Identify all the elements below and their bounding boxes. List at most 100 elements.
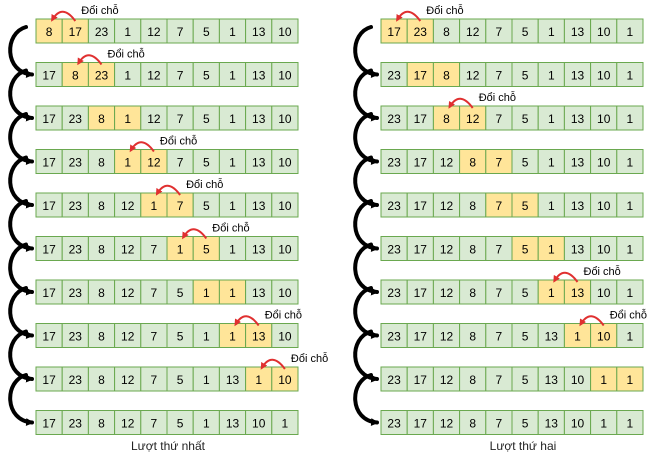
array-cell — [192, 410, 220, 435]
swap-arrow — [553, 271, 579, 283]
array-cell — [380, 192, 408, 218]
cell-value: 1 — [229, 199, 236, 213]
cell-value: 8 — [98, 286, 105, 300]
array-cell — [485, 18, 513, 44]
array-cell — [380, 236, 408, 261]
cell-value: 23 — [69, 156, 83, 170]
array-cell — [590, 279, 618, 305]
cell-value: 5 — [522, 243, 529, 257]
cell-value: 12 — [440, 417, 454, 431]
cell-value: 13 — [571, 156, 585, 170]
array-cell-compared — [61, 18, 89, 44]
array-cell — [511, 149, 539, 174]
cell-value: 1 — [627, 69, 634, 83]
flow-arrow — [8, 286, 34, 340]
array-cell — [485, 105, 513, 131]
cell-value: 23 — [387, 330, 401, 344]
array-cell-compared — [511, 192, 539, 218]
cell-value: 1 — [124, 112, 131, 126]
cell-value: 13 — [571, 69, 585, 83]
cell-value: 8 — [98, 373, 105, 387]
cell-value: 23 — [387, 112, 401, 126]
array-cell — [271, 149, 299, 174]
array-cell — [166, 18, 194, 44]
array-cell — [218, 62, 247, 87]
flow-arrow — [353, 286, 379, 340]
cell-value: 13 — [571, 112, 585, 126]
cell-value: 13 — [571, 286, 585, 300]
array-cell — [245, 149, 273, 174]
cell-value: 7 — [496, 373, 503, 387]
array-cell — [271, 192, 299, 218]
swap-arrow — [234, 315, 260, 327]
array-cell — [245, 62, 273, 87]
array-cell — [406, 410, 434, 435]
cell-value: 7 — [177, 199, 184, 213]
cell-value: 1 — [203, 373, 210, 387]
cell-value: 13 — [252, 156, 266, 170]
cell-value: 17 — [414, 243, 428, 257]
array-cell — [35, 105, 63, 131]
cell-value: 5 — [203, 199, 210, 213]
array-row: 17 23 8 1 12 7 5 1 13 10 Đổi chỗ — [35, 135, 299, 174]
array-row: 23 17 12 8 7 5 1 13 10 1 — [380, 236, 644, 261]
cell-value: 12 — [147, 69, 161, 83]
array-cell — [87, 149, 116, 174]
array-cell-compared — [563, 279, 592, 305]
array-cell — [114, 323, 142, 348]
cell-value: 8 — [443, 112, 450, 126]
cell-value: 8 — [469, 243, 476, 257]
array-cell-compared — [406, 62, 434, 87]
swap-arrow — [448, 97, 474, 109]
cell-value: 7 — [177, 112, 184, 126]
cell-value: 12 — [440, 286, 454, 300]
cell-value: 8 — [98, 112, 105, 126]
cell-value: 12 — [147, 112, 161, 126]
array-cell — [563, 105, 592, 131]
array-cell-compared — [271, 366, 299, 392]
cell-value: 5 — [177, 330, 184, 344]
cell-value: 17 — [42, 373, 56, 387]
cell-value: 23 — [387, 373, 401, 387]
array-row: 23 17 8 12 7 5 1 13 10 1 Đổi chỗ — [380, 91, 644, 131]
array-cell — [563, 366, 592, 392]
cell-value: 8 — [98, 199, 105, 213]
cell-value: 1 — [548, 25, 555, 39]
swap-label: Đổi chỗ — [186, 178, 223, 191]
cell-value: 5 — [203, 69, 210, 83]
cell-value: 7 — [151, 373, 158, 387]
cell-value: 13 — [252, 330, 266, 344]
array-cell-compared — [459, 105, 487, 131]
cell-value: 10 — [597, 112, 611, 126]
cell-value: 17 — [42, 417, 56, 431]
cell-value: 8 — [98, 243, 105, 257]
cell-value: 7 — [151, 330, 158, 344]
cell-value: 23 — [414, 25, 428, 39]
array-cell — [380, 105, 408, 131]
array-row: 17 23 8 12 7 1 5 1 13 10 Đổi chỗ — [35, 222, 299, 261]
array-cell-compared — [218, 323, 247, 348]
cell-value: 7 — [151, 417, 158, 431]
array-cell-compared — [432, 62, 461, 87]
cell-value: 17 — [69, 25, 83, 39]
array-cell-compared — [432, 105, 461, 131]
cell-value: 1 — [548, 199, 555, 213]
array-cell-compared — [140, 149, 168, 174]
cell-value: 1 — [548, 69, 555, 83]
cell-value: 7 — [177, 69, 184, 83]
array-cell — [271, 410, 299, 435]
array-cell-compared — [166, 192, 194, 218]
array-cell — [432, 279, 461, 305]
array-cell — [114, 62, 142, 87]
cell-value: 1 — [177, 243, 184, 257]
cell-value: 8 — [98, 417, 105, 431]
array-row: 17 23 8 1 12 7 5 1 13 10 — [35, 105, 299, 131]
cell-value: 12 — [440, 156, 454, 170]
cell-value: 5 — [203, 156, 210, 170]
cell-value: 10 — [571, 373, 585, 387]
array-cell — [245, 279, 273, 305]
cell-value: 13 — [252, 112, 266, 126]
cell-value: 5 — [522, 69, 529, 83]
array-cell — [35, 323, 63, 348]
